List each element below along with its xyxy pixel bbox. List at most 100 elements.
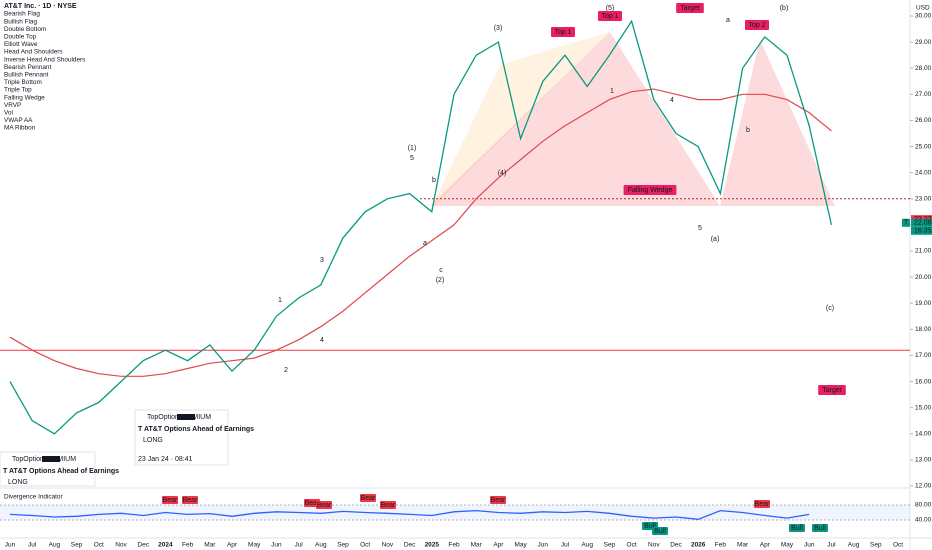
x-tick-label: Nov: [648, 542, 660, 549]
annotation: (3): [494, 25, 503, 32]
news-side: LONG: [143, 437, 163, 444]
y-tick-label: 23.00: [915, 195, 932, 202]
pattern-fill: [720, 40, 835, 206]
indicator-name: Elliott Wave: [4, 41, 38, 48]
indicator-name: Bearish Flag: [4, 11, 40, 18]
x-tick-label: 2024: [158, 542, 173, 549]
indicator-name: Vol: [4, 109, 13, 116]
indicator-name: Bullish Flag: [4, 18, 37, 25]
signal-label: Bear: [381, 502, 396, 509]
x-tick-label: 2026: [691, 542, 706, 549]
annotation: a: [726, 17, 730, 24]
signal-box: [490, 496, 506, 504]
annotation: (a): [711, 236, 720, 243]
x-tick-label: Jun: [538, 542, 549, 549]
x-tick-label: Sep: [870, 542, 882, 549]
signal-box: [789, 524, 805, 532]
news-headline: T AT&T Options Ahead of Earnings: [3, 468, 119, 475]
signal-box: [360, 494, 376, 502]
indicator-name: Falling Wedge: [4, 94, 45, 101]
annotation: 1: [610, 88, 614, 95]
signal-box: [812, 524, 828, 532]
y-tick-label: 28.00: [915, 65, 932, 72]
x-tick-label: Oct: [893, 542, 903, 549]
x-tick-label: Sep: [71, 542, 83, 549]
x-tick-label: Oct: [360, 542, 370, 549]
signal-label: Bull: [654, 528, 666, 535]
x-tick-label: Apr: [493, 542, 504, 549]
y-tick-label: 14.00: [915, 430, 932, 437]
annotation: b: [432, 177, 436, 184]
x-tick-label: Aug: [315, 542, 327, 549]
price-line: [9, 19, 833, 435]
chart-title: AT&T Inc. · 1D · NYSE: [4, 3, 77, 10]
y-tick-label: 19.00: [915, 300, 932, 307]
annotation: (b): [780, 5, 789, 12]
annotation-box: [818, 385, 846, 395]
y-tick-label: 80.00: [915, 502, 932, 509]
y-tick-label: 27.00: [915, 91, 932, 98]
annotation: (2): [436, 277, 445, 284]
x-tick-label: Jul: [294, 542, 303, 549]
indicator-name: Bullish Pennant: [4, 71, 49, 78]
y-tick-label: 15.00: [915, 404, 932, 411]
x-tick-label: Jun: [804, 542, 815, 549]
x-tick-label: Nov: [382, 542, 394, 549]
y-tick-label: 18.00: [915, 326, 932, 333]
x-tick-label: Jul: [827, 542, 836, 549]
currency: USD: [916, 5, 930, 12]
x-tick-label: Dec: [137, 542, 149, 549]
signal-box: [162, 496, 178, 504]
signal-box: [754, 500, 770, 508]
x-tick-label: May: [248, 542, 261, 549]
x-tick-label: Apr: [227, 542, 238, 549]
indicator-name: VWAP AA: [4, 117, 33, 124]
indicator-name: Triple Bottom: [4, 79, 42, 86]
annotation-box: [551, 27, 575, 37]
symbol-tag: T: [904, 220, 909, 227]
y-tick-label: 26.00: [915, 117, 932, 124]
x-tick-label: Sep: [337, 542, 349, 549]
x-tick-label: Feb: [715, 542, 727, 549]
y-tick-label: 20.00: [915, 274, 932, 281]
news-source: TopOptions: [12, 456, 48, 463]
y-tick-label: 17.00: [915, 352, 932, 359]
x-tick-label: Jul: [28, 542, 37, 549]
signal-box: [182, 496, 198, 504]
y-tick-label: 40.00: [915, 517, 932, 524]
indicator-name: Head And Shoulders: [4, 49, 63, 56]
annotation: c: [439, 267, 443, 274]
annotation: Top 2: [748, 22, 765, 29]
x-tick-label: Aug: [49, 542, 61, 549]
signal-label: Bear: [361, 495, 376, 502]
annotation: (5): [606, 5, 615, 12]
annotation: 4: [670, 97, 674, 104]
annotation-box: [745, 20, 769, 30]
signal-label: Bull: [644, 523, 656, 530]
x-tick-label: Nov: [115, 542, 127, 549]
y-tick-label: 25.00: [915, 143, 932, 150]
x-tick-label: Jun: [5, 542, 16, 549]
x-tick-label: Oct: [627, 542, 637, 549]
indicator-name: Inverse Head And Shoulders: [4, 56, 85, 63]
signal-label: Bear: [305, 500, 320, 507]
annotation: (c): [826, 305, 834, 312]
signal-box: [316, 501, 332, 509]
x-tick-label: Jul: [561, 542, 570, 549]
y-tick-label: 12.00: [915, 483, 932, 490]
annotation: Top 1: [601, 13, 618, 20]
indicator-name: VRVP: [4, 102, 21, 109]
x-tick-label: Aug: [581, 542, 593, 549]
pattern-fill: [430, 32, 610, 210]
ma-line: [9, 88, 832, 377]
signal-label: Bull: [791, 525, 803, 532]
band: [0, 505, 910, 520]
x-tick-label: Jun: [271, 542, 282, 549]
x-tick-label: Mar: [471, 542, 483, 549]
y-tick-label: 16.00: [915, 378, 932, 385]
signal-box: [380, 501, 396, 509]
y-tick-label: 29.00: [915, 39, 932, 46]
